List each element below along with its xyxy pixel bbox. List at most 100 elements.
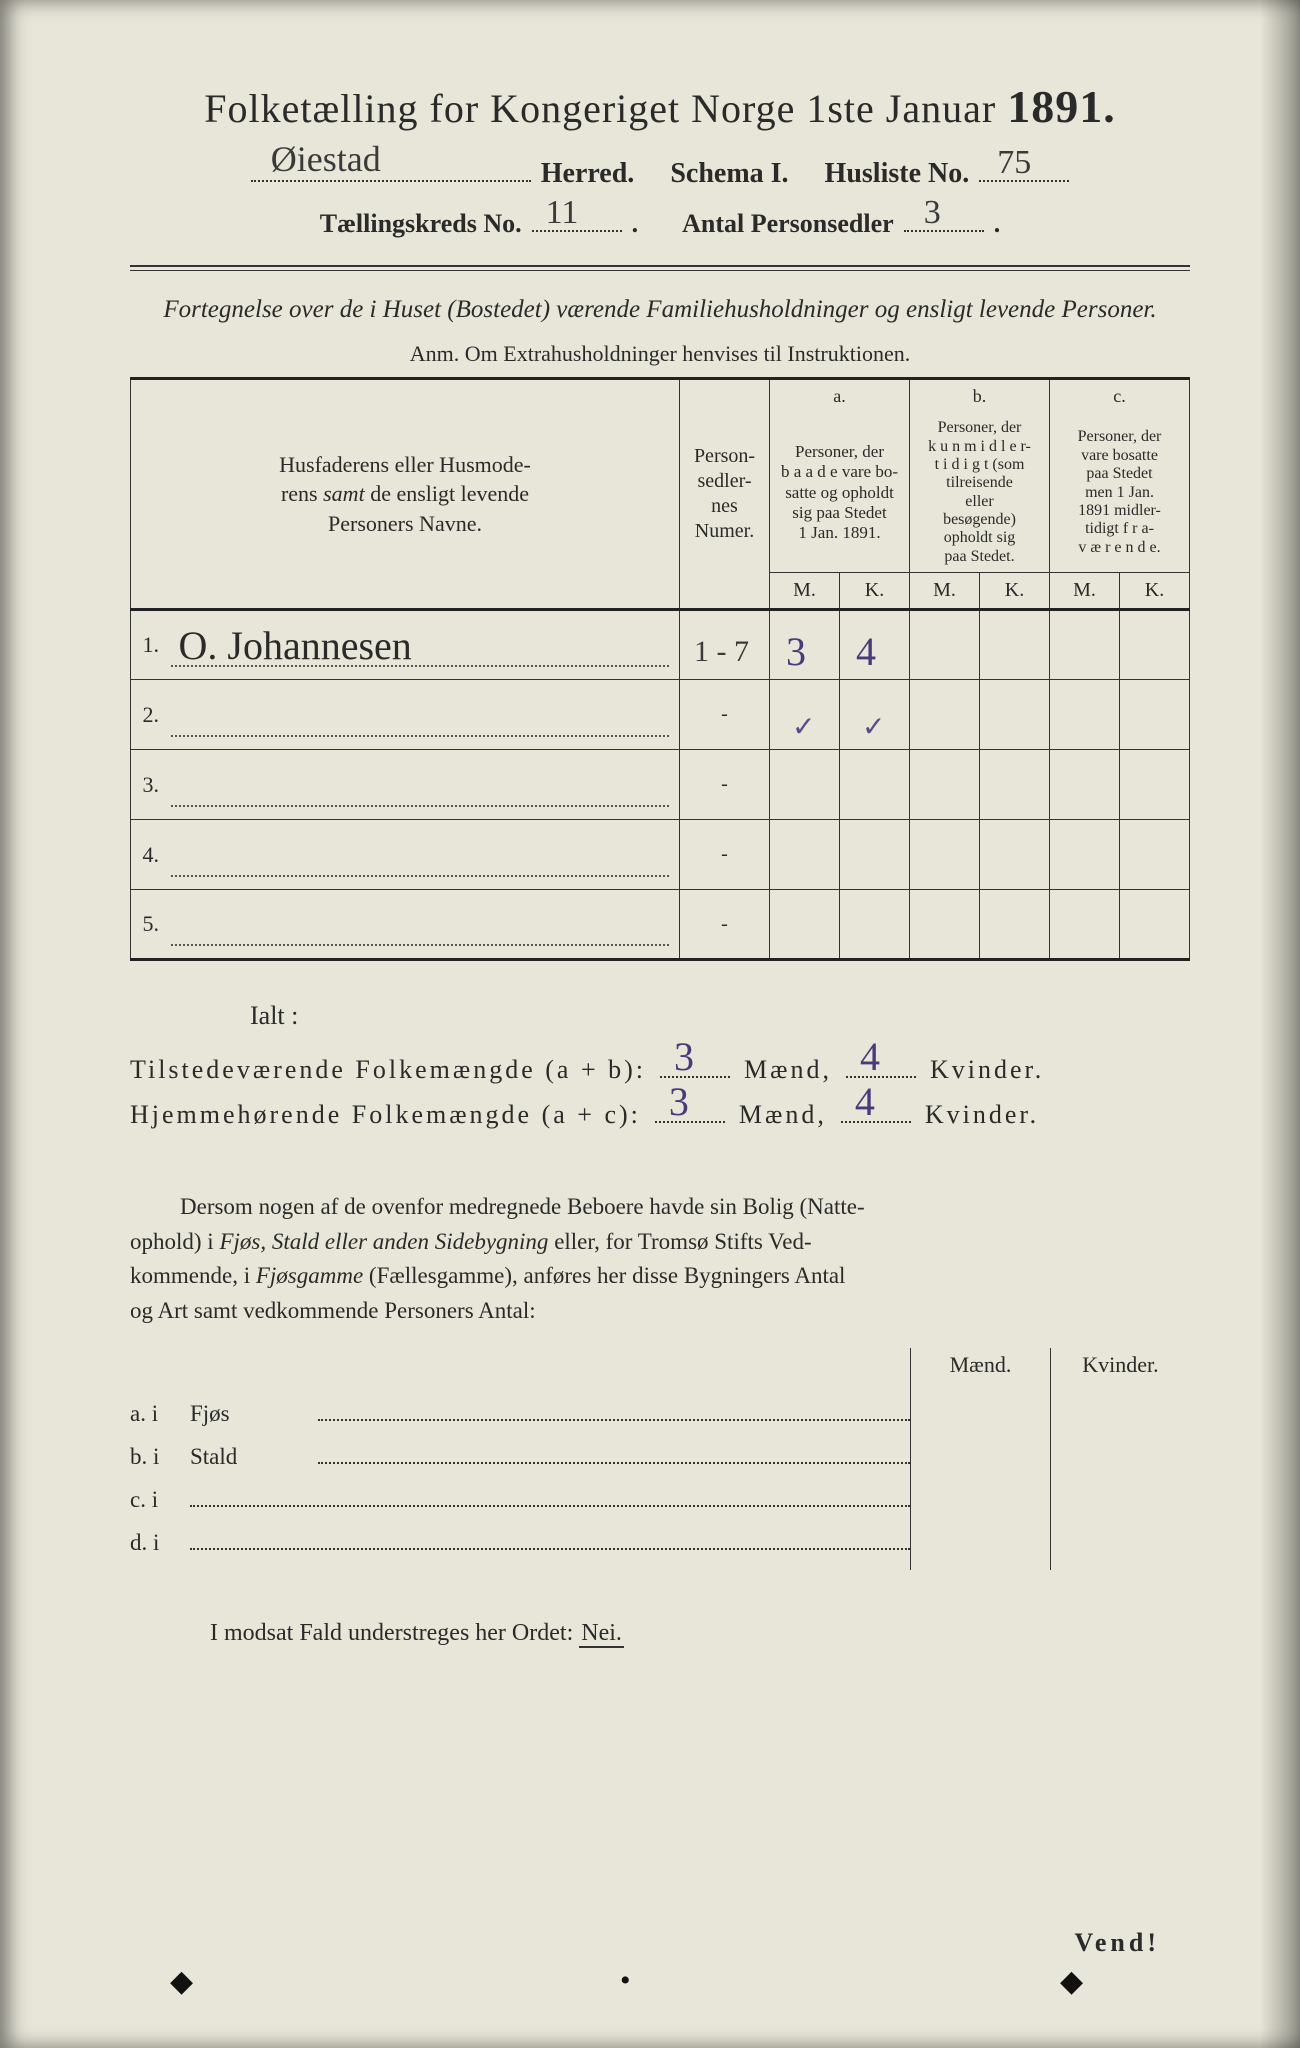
cell-c-m (1050, 750, 1120, 820)
document-page: Folketælling for Kongeriget Norge 1ste J… (0, 0, 1300, 2048)
ialt-ac-k: 4 (841, 1095, 911, 1124)
cell-a-k (840, 750, 910, 820)
table-row: 4. - (131, 820, 1190, 890)
out-key: d. i (130, 1530, 190, 1556)
page-title: Folketælling for Kongeriget Norge 1ste J… (130, 80, 1190, 133)
out-row: d. i (130, 1527, 910, 1556)
row-name-cell (171, 680, 680, 750)
psn-cell: - (680, 820, 770, 890)
row-index: 3. (131, 750, 171, 820)
psn-cell: - (680, 890, 770, 960)
cell-c-k (1120, 890, 1190, 960)
totals-block: Ialt : Tilstedeværende Folkemængde (a + … (130, 1001, 1190, 1130)
nei-text: I modsat Fald understreges her Ordet: (210, 1620, 573, 1646)
ialt-ab-k: 4 (846, 1049, 916, 1078)
cell-b-m (910, 750, 980, 820)
out-type: Fjøs (190, 1401, 310, 1427)
mk-header: M. (1050, 573, 1120, 610)
cell-c-m (1050, 610, 1120, 680)
title-year: 1891. (1007, 81, 1116, 132)
cell-c-k (1120, 820, 1190, 890)
title-text: Folketælling for Kongeriget Norge 1ste J… (204, 86, 996, 131)
group-c-tag: c. (1050, 379, 1190, 414)
kreds-value: 11 (546, 194, 579, 232)
sedler-field: 3 (904, 204, 984, 233)
cell-a-k: ✓ (840, 680, 910, 750)
cell-b-k (980, 820, 1050, 890)
ialt-row-ab: Tilstedeværende Folkemængde (a + b): 3 M… (130, 1049, 1190, 1085)
cell-b-k (980, 750, 1050, 820)
cell-b-m (910, 820, 980, 890)
cell-b-m (910, 610, 980, 680)
cell-c-k (1120, 680, 1190, 750)
out-key: a. i (130, 1401, 190, 1427)
cell-a-m (770, 750, 840, 820)
table-row: 1. O. Johannesen 1 - 7 3 4 (131, 610, 1190, 680)
cell-a-m (770, 820, 840, 890)
col-psn-header: Person-sedler-nesNumer. (680, 379, 770, 610)
cell-b-k (980, 680, 1050, 750)
group-a-tag: a. (770, 379, 910, 414)
sedler-label: Antal Personsedler (682, 209, 894, 239)
ialt-ac-m: 3 (655, 1095, 725, 1124)
ialt-ab-m: 3 (660, 1049, 730, 1078)
row-name-cell (171, 750, 680, 820)
group-b-tag: b. (910, 379, 1050, 414)
pin-icon: ◆ (170, 1964, 194, 1988)
row-name-cell (171, 820, 680, 890)
psn-cell: 1 - 7 (680, 610, 770, 680)
out-col-maend: Mænd. (910, 1348, 1050, 1570)
ialt-row-ac: Hjemmehørende Folkemængde (a + c): 3 Mæn… (130, 1095, 1190, 1131)
cell-a-m: 3 (770, 610, 840, 680)
herred-field: Øiestad (251, 151, 531, 182)
group-b-header: Personer, derk u n m i d l e r-t i d i g… (910, 413, 1050, 573)
psn-cell: - (680, 750, 770, 820)
description: Fortegnelse over de i Huset (Bostedet) v… (140, 293, 1180, 327)
table-row: 5. - (131, 890, 1190, 960)
cell-b-m (910, 680, 980, 750)
annotation: Anm. Om Extrahusholdninger henvises til … (130, 341, 1190, 367)
out-row: a. i Fjøs (130, 1398, 910, 1427)
husliste-field: 75 (979, 151, 1069, 182)
col-names-header: Husfaderens eller Husmode-rens samt de e… (131, 379, 680, 610)
cell-c-m (1050, 820, 1120, 890)
pin-icon: ◆ (1060, 1964, 1084, 1988)
cell-a-m (770, 890, 840, 960)
psn-cell: - (680, 680, 770, 750)
schema-label: Schema I. (670, 158, 788, 190)
cell-a-m: ✓ (770, 680, 840, 750)
nei-word: Nei. (579, 1620, 624, 1648)
mk-header: M. (770, 573, 840, 610)
cell-c-k (1120, 750, 1190, 820)
out-row: c. i (130, 1484, 910, 1513)
row-index: 1. (131, 610, 171, 680)
out-dots (318, 1441, 910, 1464)
out-row: b. i Stald (130, 1441, 910, 1470)
husliste-value: 75 (997, 144, 1031, 182)
vend-label: Vend! (1074, 1928, 1160, 1958)
census-table: Husfaderens eller Husmode-rens samt de e… (130, 377, 1190, 961)
cell-a-k: 4 (840, 610, 910, 680)
mk-header: K. (1120, 573, 1190, 610)
table-row: 3. - (131, 750, 1190, 820)
kreds-label: Tællingskreds No. (320, 209, 522, 239)
outbuilding-paragraph: Dersom nogen af de ovenfor medregnede Be… (130, 1190, 1190, 1328)
outbuildings-left: a. i Fjøs b. i Stald c. i d. i (130, 1348, 910, 1570)
ialt-ac-label: Hjemmehørende Folkemængde (a + c): (130, 1100, 641, 1130)
maend-label: Mænd, (744, 1055, 832, 1085)
cell-b-k (980, 610, 1050, 680)
herred-value: Øiestad (271, 138, 381, 180)
ialt-title: Ialt : (250, 1001, 1190, 1031)
kreds-field: 11 (532, 204, 622, 233)
header-line-2: Tællingskreds No. 11 . Antal Personsedle… (130, 204, 1190, 240)
mk-header: K. (980, 573, 1050, 610)
out-col-kvinder: Kvinder. (1050, 1348, 1190, 1570)
herred-label: Herred. (541, 158, 635, 190)
out-dots (190, 1527, 910, 1550)
divider (130, 265, 1190, 271)
kvinder-label: Kvinder. (930, 1055, 1044, 1085)
sedler-value: 3 (924, 194, 941, 232)
cell-a-k (840, 820, 910, 890)
cell-b-m (910, 890, 980, 960)
cell-c-k (1120, 610, 1190, 680)
